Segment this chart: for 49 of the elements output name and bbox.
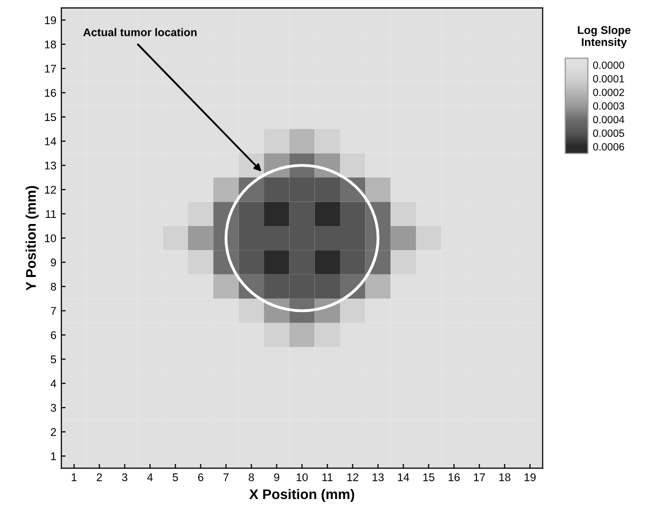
x-tick-label: 3 (122, 473, 128, 482)
y-tick-label: 12 (45, 186, 56, 194)
x-tick-label: 6 (198, 473, 204, 482)
x-tick-label: 14 (398, 473, 410, 482)
y-tick-label: 4 (50, 380, 56, 388)
y-tick-label: 15 (45, 113, 56, 122)
y-tick-label: 10 (45, 234, 56, 242)
x-tick-label: 18 (499, 473, 510, 482)
y-axis-title: Y Position (mm) (26, 186, 39, 291)
y-tick-label: 19 (45, 16, 56, 24)
color-bar-label: 0.0001 (593, 75, 624, 82)
x-tick-label: 2 (96, 473, 102, 482)
color-bar-label: 0.0006 (593, 143, 624, 150)
color-bar-label: 0.0004 (593, 116, 624, 124)
y-tick-label: 13 (45, 162, 56, 170)
color-bar-label: 0.0000 (593, 61, 624, 69)
x-tick-label: 9 (274, 473, 280, 482)
y-tick-label: 6 (50, 331, 56, 340)
y-tick-label: 18 (45, 40, 56, 48)
y-tick-label: 1 (51, 452, 56, 460)
x-tick-label: 1 (72, 473, 77, 482)
x-tick-label: 8 (248, 473, 254, 482)
x-axis-title: X Position (mm) (249, 488, 354, 502)
y-tick-label: 7 (50, 307, 56, 315)
color-bar-label: 0.0005 (593, 130, 624, 137)
y-tick-label: 11 (46, 210, 56, 218)
x-tick-label: 19 (524, 473, 536, 482)
x-tick-label: 13 (372, 473, 384, 482)
x-tick-label: 10 (296, 473, 308, 482)
y-tick-label: 8 (50, 282, 56, 291)
y-tick-label: 16 (45, 88, 56, 97)
y-tick-label: 3 (50, 404, 56, 412)
x-tick-label: 12 (347, 473, 358, 482)
color-bar-label: 0.0002 (593, 88, 624, 96)
color-bar-label: 0.0003 (593, 102, 624, 110)
y-tick-label: 17 (45, 64, 56, 73)
y-tick-label: 9 (50, 258, 56, 266)
x-tick-label: 4 (147, 473, 153, 482)
x-tick-label: 11 (322, 473, 333, 482)
annotation: Actual tumor location (83, 28, 197, 36)
x-tick-label: 17 (474, 473, 485, 482)
y-tick-label: 2 (50, 428, 56, 436)
x-tick-label: 16 (448, 473, 460, 482)
x-tick-label: 5 (172, 473, 178, 482)
y-tick-label: 14 (45, 138, 56, 146)
x-tick-label: 15 (423, 473, 434, 482)
x-tick-label: 7 (223, 473, 229, 482)
color-bar-title: Log Slope Intensity (578, 26, 630, 48)
y-tick-label: 5 (50, 356, 56, 364)
